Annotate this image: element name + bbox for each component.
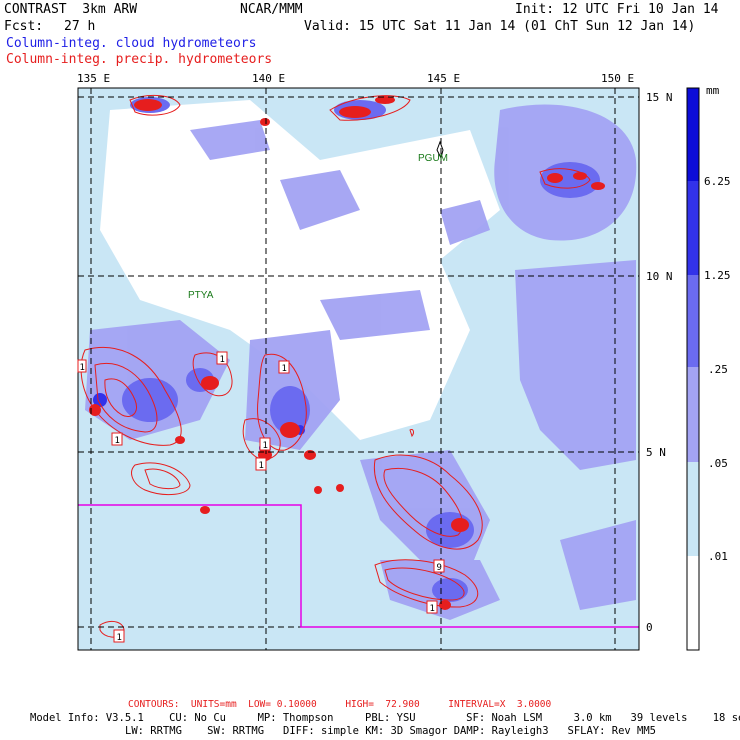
model-info-line1: Model Info: V3.5.1 CU: No Cu MP: Thompso… — [30, 712, 740, 724]
lon-tick-label: 150 E — [601, 72, 634, 85]
contour-label: 9 — [437, 563, 442, 573]
contour-label: 1 — [220, 355, 225, 365]
colorbar-unit: mm — [706, 84, 720, 97]
station-label: PGUM — [418, 153, 448, 164]
contour-label: 1 — [115, 436, 120, 446]
contour-label: 1 — [259, 461, 264, 471]
model-info-line2: LW: RRTMG SW: RRTMG DIFF: simple KM: 3D … — [125, 725, 657, 737]
contour-labels: 1 1 1 1 1 1 9 1 1 — [77, 351, 445, 643]
lat-tick-label: 5 N — [646, 446, 666, 459]
contour-label: 1 — [80, 363, 85, 373]
colorbar-label: .05 — [708, 457, 728, 470]
lon-tick-label: 145 E — [427, 72, 460, 85]
lat-tick-label: 15 N — [646, 91, 673, 104]
contours-info: CONTOURS: UNITS=mm LOW= 0.10000 HIGH= 72… — [128, 699, 552, 710]
lat-tick-label: 10 N — [646, 270, 673, 283]
legend-cloud: Column-integ. cloud hydrometeors — [6, 36, 257, 51]
lat-tick-label: 0 — [646, 621, 653, 634]
precip-contours — [80, 94, 591, 638]
contour-label: 1 — [430, 604, 435, 614]
lon-tick-label: 140 E — [252, 72, 285, 85]
center-label: NCAR/MMM — [240, 2, 303, 17]
contour-label: 1 — [263, 441, 268, 451]
valid-time: Valid: 15 UTC Sat 11 Jan 14 (01 ChT Sun … — [304, 19, 696, 34]
colorbar-label: 6.25 — [704, 175, 731, 188]
coastline — [436, 140, 444, 160]
init-time: Init: 12 UTC Fri 10 Jan 14 — [515, 2, 719, 17]
legend-precip: Column-integ. precip. hydrometeors — [6, 52, 273, 67]
model-title: CONTRAST 3km ARW — [4, 2, 138, 17]
colorbar — [686, 87, 700, 651]
forecast-hour: 27 h — [64, 19, 96, 34]
contour-label: 1 — [282, 364, 287, 374]
contour-label: 1 — [117, 633, 122, 643]
lon-tick-label: 135 E — [77, 72, 110, 85]
colorbar-label: 1.25 — [704, 269, 731, 282]
forecast-label: Fcst: — [4, 19, 44, 34]
station-label: PTYA — [188, 290, 214, 301]
domain-boundary — [78, 504, 639, 628]
colorbar-label: .01 — [708, 550, 728, 563]
colorbar-label: .25 — [708, 363, 728, 376]
